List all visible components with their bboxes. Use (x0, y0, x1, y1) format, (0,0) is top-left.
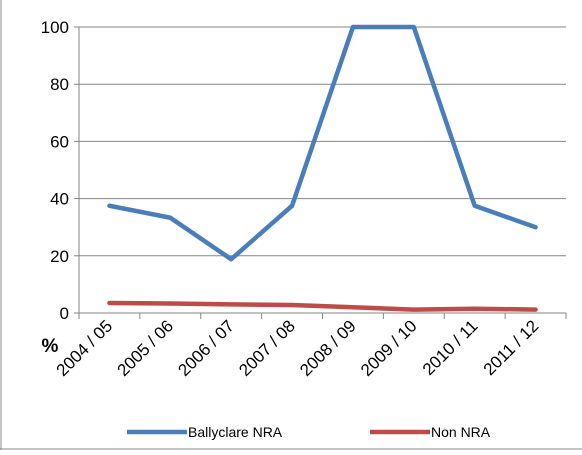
x-tick-label: 2010 / 11 (419, 316, 482, 379)
legend-label: Ballyclare NRA (188, 424, 283, 440)
y-axis-label: % (42, 336, 59, 357)
gridlines (74, 27, 566, 313)
series-line-ballyclare-nra (109, 27, 535, 259)
x-tick-label: 2009 / 10 (357, 316, 421, 380)
y-tick-label: 0 (60, 304, 69, 323)
x-tick-label: 2008 / 09 (296, 316, 360, 380)
series-line-non-nra (109, 303, 535, 310)
y-tick-label: 100 (41, 18, 69, 37)
x-tick-label: 2005 / 06 (114, 316, 178, 380)
x-tick-label: 2006 / 07 (174, 316, 238, 380)
y-tick-label: 40 (50, 190, 69, 209)
series-lines (109, 27, 535, 310)
legend-item: Non NRA (370, 424, 491, 440)
axes (79, 27, 566, 319)
x-tick-label: 2011 / 12 (480, 316, 543, 379)
y-tick-label: 80 (50, 75, 69, 94)
x-tick-label: 2004 / 05 (53, 316, 117, 380)
y-tick-label: 20 (50, 247, 69, 266)
legend: Ballyclare NRA Non NRA (127, 424, 491, 440)
y-tick-label: 60 (50, 132, 69, 151)
x-tick-label: 2007 / 08 (235, 316, 299, 380)
legend-item: Ballyclare NRA (127, 424, 283, 440)
y-tick-labels: 0 20 40 60 80 100 (41, 18, 69, 323)
legend-label: Non NRA (431, 424, 491, 440)
